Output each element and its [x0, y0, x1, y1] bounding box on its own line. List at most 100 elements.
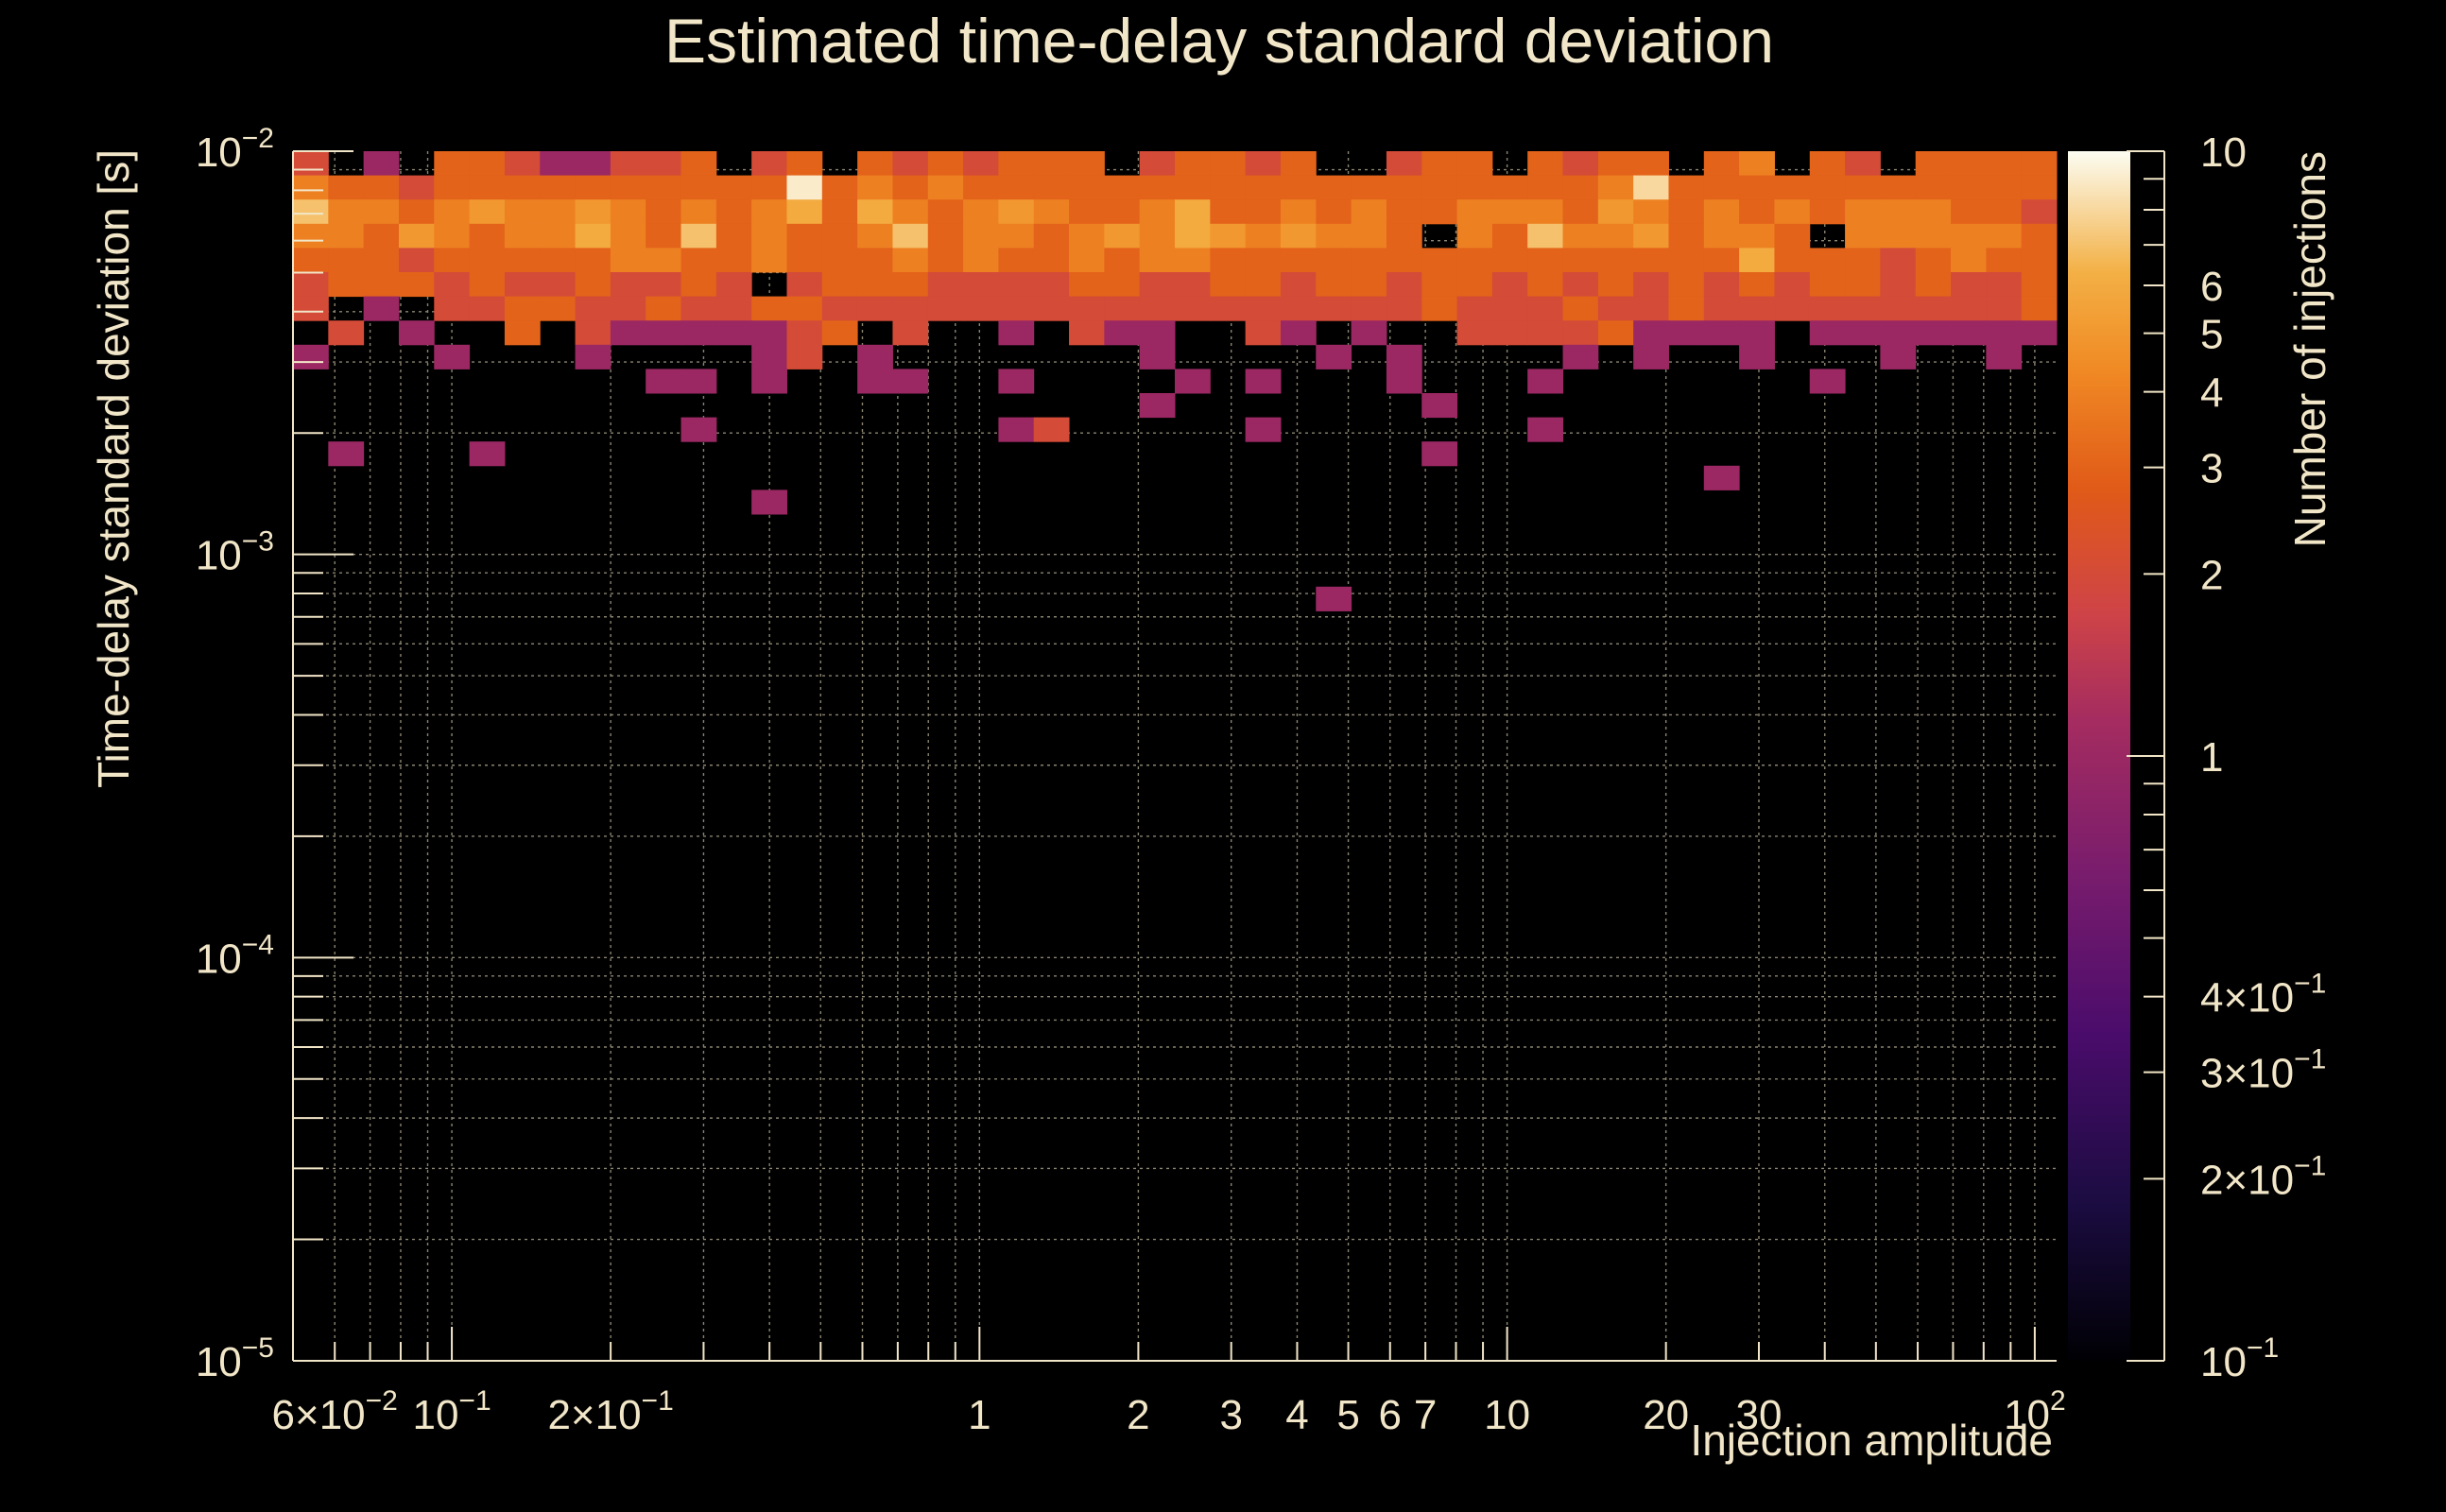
- heatmap-cell: [328, 223, 365, 249]
- heatmap-cell: [1703, 199, 1740, 225]
- heatmap-cell: [1986, 175, 2023, 200]
- axes: 6×10−2 10−1 2×10−1 1 2 3 4 5 6 7 10 20 30 102 10−2 10−3…: [196, 123, 2066, 1438]
- heatmap-cell: [1774, 272, 1811, 298]
- heatmap-cell: [2021, 272, 2058, 298]
- heatmap-cell: [1633, 248, 1669, 273]
- heatmap-cell: [821, 320, 858, 346]
- heatmap-cell: [1421, 296, 1458, 321]
- heatmap-cell: [504, 175, 541, 200]
- heatmap-cell: [646, 175, 682, 200]
- heatmap-cell: [1280, 248, 1317, 273]
- heatmap-cell: [1104, 296, 1141, 321]
- heatmap-cell: [398, 272, 435, 298]
- heatmap-cell: [1880, 296, 1917, 321]
- heatmap-cell: [469, 272, 506, 298]
- heatmap-cell: [1210, 272, 1247, 298]
- heatmap-cell: [434, 272, 471, 298]
- heatmap-cell: [434, 344, 471, 369]
- heatmap-cell: [1845, 175, 1881, 200]
- heatmap-cell: [469, 296, 506, 321]
- heatmap-cell: [680, 417, 717, 442]
- heatmap-cell: [751, 369, 787, 394]
- heatmap-cell: [892, 272, 929, 298]
- heatmap-cell: [751, 490, 787, 515]
- heatmap-cell: [1774, 199, 1811, 225]
- heatmap-cell: [1033, 296, 1070, 321]
- heatmap-cell: [1139, 248, 1176, 273]
- heatmap-cell: [892, 175, 929, 200]
- colorbar-tick-label: 4: [2200, 370, 2223, 417]
- heatmap-cell: [998, 369, 1035, 394]
- heatmap-cell: [1456, 151, 1493, 177]
- heatmap-cell: [821, 296, 858, 321]
- heatmap-cell: [927, 151, 964, 177]
- heatmap-cell: [1527, 417, 1564, 442]
- heatmap-cell: [1986, 151, 2023, 177]
- chart-title: Estimated time-delay standard deviation: [664, 6, 1774, 76]
- heatmap-cell: [504, 223, 541, 249]
- heatmap-cell: [751, 151, 787, 177]
- y-axis-label: Time-delay standard deviation [s]: [89, 149, 138, 788]
- heatmap-cell: [1280, 199, 1317, 225]
- heatmap-cell: [1809, 296, 1846, 321]
- heatmap-cell: [1491, 175, 1528, 200]
- heatmap-cell: [1386, 248, 1422, 273]
- heatmap-cell: [1845, 151, 1881, 177]
- heatmap-cell: [540, 175, 577, 200]
- heatmap-cell: [1491, 199, 1528, 225]
- heatmap-cell: [504, 248, 541, 273]
- heatmap-cell: [1986, 344, 2023, 369]
- heatmap-cell: [857, 272, 893, 298]
- heatmap-cell: [927, 272, 964, 298]
- heatmap-cell: [1880, 320, 1917, 346]
- heatmap-cell: [293, 272, 329, 298]
- heatmap-cell: [1351, 296, 1387, 321]
- heatmap-cell: [1175, 223, 1211, 249]
- heatmap-cell: [1562, 272, 1599, 298]
- heatmap-cell: [927, 199, 964, 225]
- heatmap-cell: [1562, 223, 1599, 249]
- heatmap-cell: [1739, 272, 1775, 298]
- heatmap-cell: [680, 369, 717, 394]
- heatmap-cell: [575, 320, 612, 346]
- heatmap-cell: [1845, 296, 1881, 321]
- heatmap-cell: [998, 175, 1035, 200]
- heatmap-cell: [1245, 272, 1282, 298]
- heatmap-cell: [751, 320, 787, 346]
- heatmap-cell: [857, 199, 893, 225]
- heatmap-cell: [1386, 223, 1422, 249]
- heatmap-cell: [892, 199, 929, 225]
- heatmap-cell: [1845, 223, 1881, 249]
- heatmap-cell: [1351, 320, 1387, 346]
- heatmap-cell: [469, 175, 506, 200]
- heatmap-cell: [963, 248, 999, 273]
- heatmap-cell: [1668, 320, 1705, 346]
- heatmap-cell: [504, 296, 541, 321]
- heatmap-cell: [363, 248, 400, 273]
- heatmap-cell: [715, 272, 752, 298]
- heatmap-cell: [1456, 320, 1493, 346]
- heatmap-cell: [646, 223, 682, 249]
- heatmap-cell: [2021, 248, 2058, 273]
- x-tick-label: 30: [1736, 1392, 1783, 1438]
- heatmap-cell: [927, 248, 964, 273]
- heatmap-cell: [610, 223, 646, 249]
- heatmap-cell: [504, 272, 541, 298]
- heatmap-cell: [1527, 151, 1564, 177]
- heatmap-cell: [1880, 248, 1917, 273]
- heatmap-cell: [1562, 199, 1599, 225]
- heatmap-cell: [575, 199, 612, 225]
- heatmap-cell: [469, 223, 506, 249]
- heatmap-cell: [1527, 272, 1564, 298]
- heatmap-cell: [1351, 223, 1387, 249]
- heatmap-cell: [680, 296, 717, 321]
- heatmap-cell: [1809, 272, 1846, 298]
- heatmap-cell: [1527, 175, 1564, 200]
- heatmap-cell: [1668, 248, 1705, 273]
- heatmap-cell: [1951, 296, 1987, 321]
- heatmap-cell: [1668, 296, 1705, 321]
- heatmap-cell: [328, 175, 365, 200]
- heatmap-cell: [398, 175, 435, 200]
- heatmap-cell: [1210, 175, 1247, 200]
- heatmap-cell: [1456, 199, 1493, 225]
